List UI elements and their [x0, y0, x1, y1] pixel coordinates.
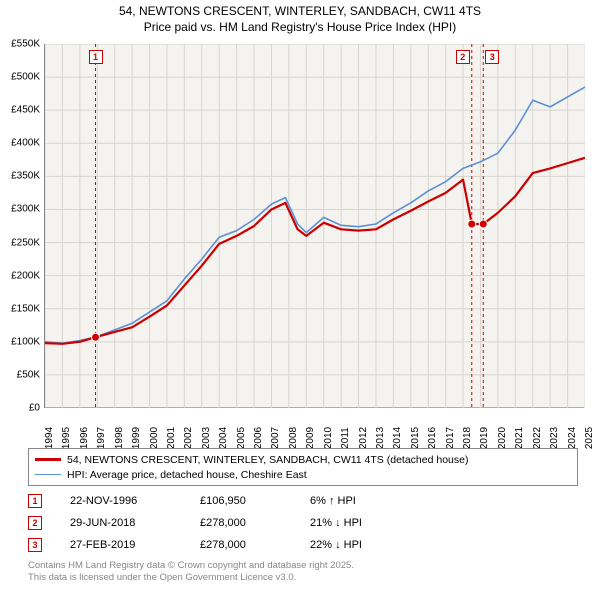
y-tick-label: £250K: [11, 237, 40, 248]
x-tick-label: 2025: [584, 427, 595, 449]
footer-line-1: Contains HM Land Registry data © Crown c…: [28, 560, 354, 572]
x-tick-label: 2021: [514, 427, 525, 449]
sale-marker-box: 2: [456, 50, 470, 64]
x-axis-labels: 1994 1995 1996 1997 1998 1999 2000 2001 2002 2003…: [44, 410, 584, 446]
y-tick-label: £300K: [11, 204, 40, 215]
x-tick-label: 1997: [96, 427, 107, 449]
x-tick-label: 2010: [323, 427, 334, 449]
sale-marker-box: 3: [485, 50, 499, 64]
x-tick-label: 2016: [427, 427, 438, 449]
x-tick-label: 2006: [253, 427, 264, 449]
title-block: 54, NEWTONS CRESCENT, WINTERLEY, SANDBAC…: [0, 0, 600, 37]
legend-label: 54, NEWTONS CRESCENT, WINTERLEY, SANDBAC…: [67, 454, 468, 466]
x-tick-label: 2013: [375, 427, 386, 449]
y-tick-label: £350K: [11, 171, 40, 182]
legend-swatch: [35, 474, 61, 476]
x-tick-label: 2005: [236, 427, 247, 449]
x-tick-label: 2000: [149, 427, 160, 449]
x-tick-label: 2015: [410, 427, 421, 449]
x-tick-label: 2001: [166, 427, 177, 449]
sales-row-date: 22-NOV-1996: [70, 495, 200, 507]
x-tick-label: 2023: [549, 427, 560, 449]
legend-swatch: [35, 458, 61, 461]
sales-row: 3 27-FEB-2019£278,00022% ↓ HPI: [28, 534, 578, 556]
sales-row-marker: 3: [28, 538, 42, 552]
x-tick-label: 2009: [305, 427, 316, 449]
title-line-1: 54, NEWTONS CRESCENT, WINTERLEY, SANDBAC…: [0, 4, 600, 20]
chart-svg: [45, 44, 585, 408]
sale-marker-box: 1: [89, 50, 103, 64]
x-tick-label: 2004: [218, 427, 229, 449]
x-tick-label: 2007: [270, 427, 281, 449]
sales-row: 2 29-JUN-2018£278,00021% ↓ HPI: [28, 512, 578, 534]
chart-container: 54, NEWTONS CRESCENT, WINTERLEY, SANDBAC…: [0, 0, 600, 590]
title-line-2: Price paid vs. HM Land Registry's House …: [0, 20, 600, 36]
y-tick-label: £50K: [17, 369, 40, 380]
footer-line-2: This data is licensed under the Open Gov…: [28, 572, 354, 584]
y-tick-label: £0: [29, 403, 40, 414]
x-tick-label: 2012: [358, 427, 369, 449]
x-tick-label: 2018: [462, 427, 473, 449]
x-tick-label: 2024: [567, 427, 578, 449]
legend-row: 54, NEWTONS CRESCENT, WINTERLEY, SANDBAC…: [35, 452, 571, 467]
x-tick-label: 1996: [79, 427, 90, 449]
x-tick-label: 2002: [183, 427, 194, 449]
sales-row-marker: 1: [28, 494, 42, 508]
legend-label: HPI: Average price, detached house, Ches…: [67, 469, 307, 481]
legend-box: 54, NEWTONS CRESCENT, WINTERLEY, SANDBAC…: [28, 448, 578, 486]
x-tick-label: 2003: [201, 427, 212, 449]
sales-row-price: £278,000: [200, 539, 310, 551]
y-tick-label: £100K: [11, 336, 40, 347]
y-tick-label: £500K: [11, 72, 40, 83]
y-tick-label: £200K: [11, 270, 40, 281]
sales-row-price: £278,000: [200, 517, 310, 529]
x-tick-label: 2020: [497, 427, 508, 449]
y-axis-labels: £0£50K£100K£150K£200K£250K£300K£350K£400…: [0, 44, 42, 408]
sales-row-marker: 2: [28, 516, 42, 530]
chart-plot-area: 1 2 3: [44, 44, 584, 408]
y-tick-label: £150K: [11, 303, 40, 314]
x-tick-label: 2022: [532, 427, 543, 449]
x-tick-label: 2008: [288, 427, 299, 449]
sales-row-date: 27-FEB-2019: [70, 539, 200, 551]
sales-row-change: 21% ↓ HPI: [310, 517, 430, 529]
sales-row-price: £106,950: [200, 495, 310, 507]
x-tick-label: 1998: [114, 427, 125, 449]
sales-row-change: 6% ↑ HPI: [310, 495, 430, 507]
legend-row: HPI: Average price, detached house, Ches…: [35, 467, 571, 482]
sales-row-date: 29-JUN-2018: [70, 517, 200, 529]
y-tick-label: £550K: [11, 39, 40, 50]
sales-table: 1 22-NOV-1996£106,9506% ↑ HPI 2 29-JUN-2018…: [28, 490, 578, 556]
x-tick-label: 2014: [392, 427, 403, 449]
x-tick-label: 2011: [340, 427, 351, 449]
x-tick-label: 2017: [445, 427, 456, 449]
sales-row: 1 22-NOV-1996£106,9506% ↑ HPI: [28, 490, 578, 512]
y-tick-label: £400K: [11, 138, 40, 149]
sales-row-change: 22% ↓ HPI: [310, 539, 430, 551]
x-tick-label: 1994: [44, 427, 55, 449]
x-tick-label: 1999: [131, 427, 142, 449]
x-tick-label: 2019: [479, 427, 490, 449]
y-tick-label: £450K: [11, 105, 40, 116]
footer-attribution: Contains HM Land Registry data © Crown c…: [28, 560, 354, 584]
x-tick-label: 1995: [61, 427, 72, 449]
